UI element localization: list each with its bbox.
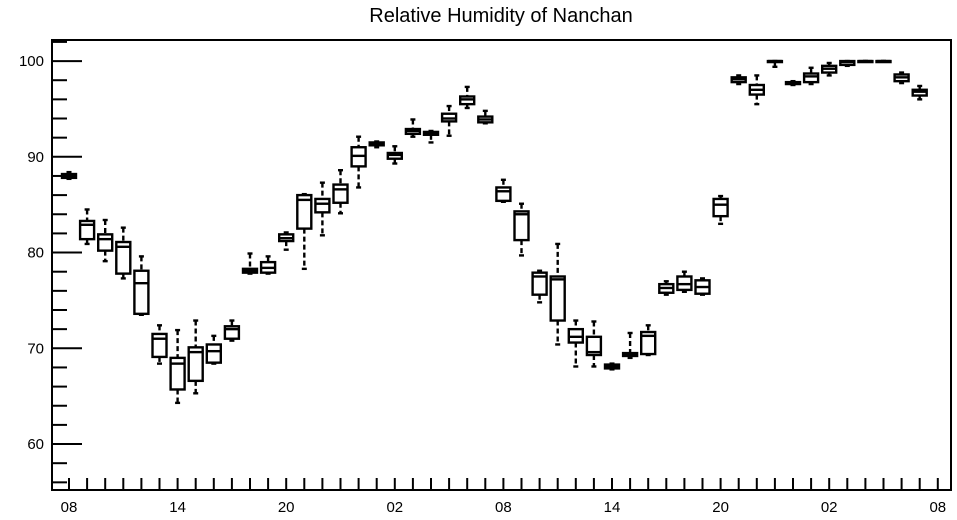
box-plot (422, 129, 440, 144)
box-plot (169, 328, 186, 405)
x-tick-label: 02 (821, 499, 838, 516)
box-plot (875, 59, 892, 64)
box-plot (621, 331, 639, 360)
y-tick-label: 70 (27, 340, 44, 357)
iqr-box (640, 330, 657, 356)
x-tick-label: 08 (929, 499, 946, 516)
box-plot (133, 255, 150, 316)
iqr-box (802, 72, 820, 84)
iqr-box (712, 197, 729, 218)
box-plot (857, 59, 874, 64)
iqr-box (169, 356, 186, 391)
box-plot (332, 169, 349, 215)
box-plot (911, 84, 928, 101)
iqr-box (332, 183, 349, 204)
box-plot (513, 202, 530, 257)
box-plot (459, 85, 476, 110)
box-plot (802, 66, 820, 86)
box-series (60, 59, 928, 405)
box-plot (839, 59, 856, 68)
iqr-box (531, 271, 548, 296)
box-plot (96, 218, 114, 263)
x-tick-label: 02 (386, 499, 403, 516)
chart-title: Relative Humidity of Nanchan (369, 5, 632, 27)
iqr-box (96, 233, 114, 252)
iqr-box (296, 193, 313, 230)
x-axis: 08 14 20 02 08 14 20 02 08 (61, 478, 946, 516)
y-tick-label: 100 (19, 53, 44, 70)
box-plot (151, 324, 168, 365)
box-plot (549, 242, 566, 346)
iqr-box (549, 275, 566, 322)
box-plot (658, 280, 675, 296)
box-plot (205, 334, 223, 365)
box-plot (730, 74, 747, 86)
x-tick-label: 20 (278, 499, 295, 516)
box-plot (187, 319, 204, 395)
box-plot (748, 74, 765, 106)
box-plot (78, 208, 96, 246)
y-tick-label: 60 (27, 436, 44, 453)
box-plot (531, 269, 548, 304)
iqr-box (187, 346, 204, 383)
box-plot (766, 59, 784, 69)
box-plot (821, 61, 838, 77)
box-plot (676, 270, 693, 294)
box-plot (241, 252, 259, 275)
box-plot (784, 79, 802, 87)
box-plot (223, 319, 241, 342)
box-plot (712, 194, 729, 226)
x-tick-label: 14 (169, 499, 186, 516)
y-axis: 60 70 80 90 100 (19, 40, 82, 484)
x-tick-label: 20 (712, 499, 729, 516)
box-plot (314, 181, 331, 237)
y-tick-label: 80 (27, 245, 44, 262)
box-plot (893, 71, 910, 85)
iqr-box (133, 269, 150, 316)
iqr-box (115, 240, 132, 275)
box-plot (368, 140, 385, 149)
x-tick-label: 14 (604, 499, 621, 516)
iqr-box (314, 197, 331, 214)
box-plot (296, 192, 313, 271)
iqr-box (205, 343, 223, 364)
box-plot (404, 118, 422, 138)
box-plot (694, 277, 711, 296)
box-plot (495, 178, 512, 204)
box-plot (350, 135, 367, 189)
iqr-box (151, 332, 168, 359)
y-tick-label: 90 (27, 149, 44, 166)
plot-frame (51, 39, 952, 491)
iqr-box (495, 186, 512, 203)
box-plot (640, 324, 657, 357)
box-plot (585, 320, 603, 368)
iqr-box (585, 335, 603, 357)
box-plot (259, 255, 277, 275)
box-plot (278, 231, 295, 251)
box-plot (386, 145, 403, 165)
iqr-box (513, 210, 530, 242)
box-plot (567, 319, 584, 368)
box-plot (60, 170, 78, 181)
box-plot (603, 362, 621, 371)
box-plot (477, 109, 494, 125)
box-plot (440, 104, 458, 137)
x-tick-label: 08 (495, 499, 512, 516)
box-plot (115, 226, 132, 280)
x-tick-label: 08 (61, 499, 78, 516)
